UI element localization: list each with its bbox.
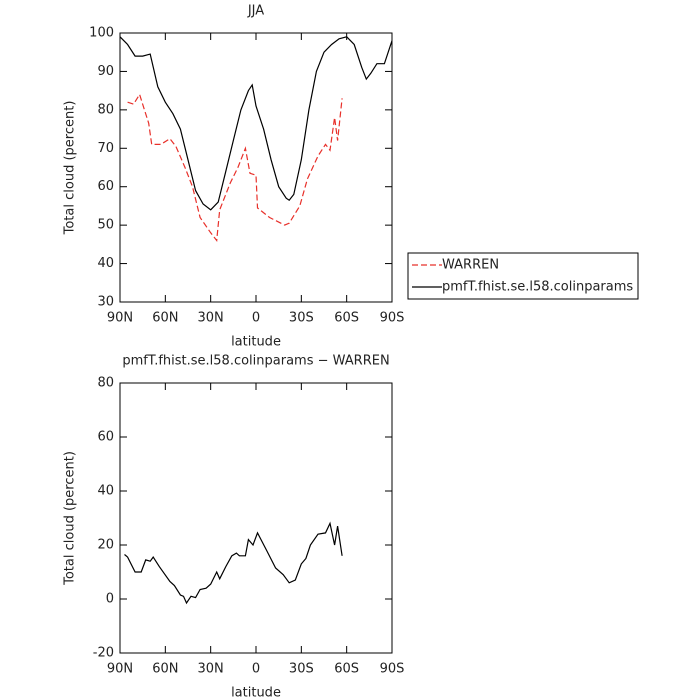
plot-frame [119,382,393,654]
x-tick-label: 90S [380,311,405,326]
x-tick-label: 90N [107,311,133,326]
legend-label: WARREN [442,258,499,273]
legend-box [407,252,639,300]
x-tick-label: 60N [152,311,178,326]
x-tick-label: 60N [152,662,178,677]
y-tick-label: 20 [97,538,114,553]
x-tick-label: 0 [252,311,260,326]
y-tick-label: 30 [97,295,114,310]
x-tick-label: 30S [289,662,314,677]
y-tick-label: 40 [97,256,114,271]
x-tick-label: 60S [334,662,359,677]
y-tick-label: 50 [97,218,114,233]
y-tick-label: 100 [89,26,114,41]
chart-title: pmfT.fhist.se.l58.colinparams − WARREN [122,354,389,369]
y-tick-label: 80 [97,102,114,117]
legend-label: pmfT.fhist.se.l58.colinparams [442,280,633,295]
plot-frame [119,32,393,303]
x-tick-label: 0 [252,662,260,677]
series-line [127,93,343,243]
x-axis-label: latitude [231,335,281,350]
series-line [119,36,393,211]
x-tick-label: 30N [198,311,224,326]
y-tick-label: -20 [93,646,114,661]
y-axis-label: Total cloud (percent) [63,101,78,236]
y-tick-label: 80 [97,376,114,391]
y-tick-label: 70 [97,141,114,156]
y-axis-label: Total cloud (percent) [63,451,78,586]
x-tick-label: 30N [198,662,224,677]
x-tick-label: 30S [289,311,314,326]
x-axis-label: latitude [231,686,281,700]
y-tick-label: 60 [97,179,114,194]
y-tick-label: 60 [97,430,114,445]
y-tick-label: 40 [97,484,114,499]
y-tick-label: 90 [97,64,114,79]
chart-title: JJA [247,4,264,19]
series-line [124,521,343,605]
x-tick-label: 90N [107,662,133,677]
y-tick-label: 0 [106,592,114,607]
x-tick-label: 90S [380,662,405,677]
x-tick-label: 60S [334,311,359,326]
